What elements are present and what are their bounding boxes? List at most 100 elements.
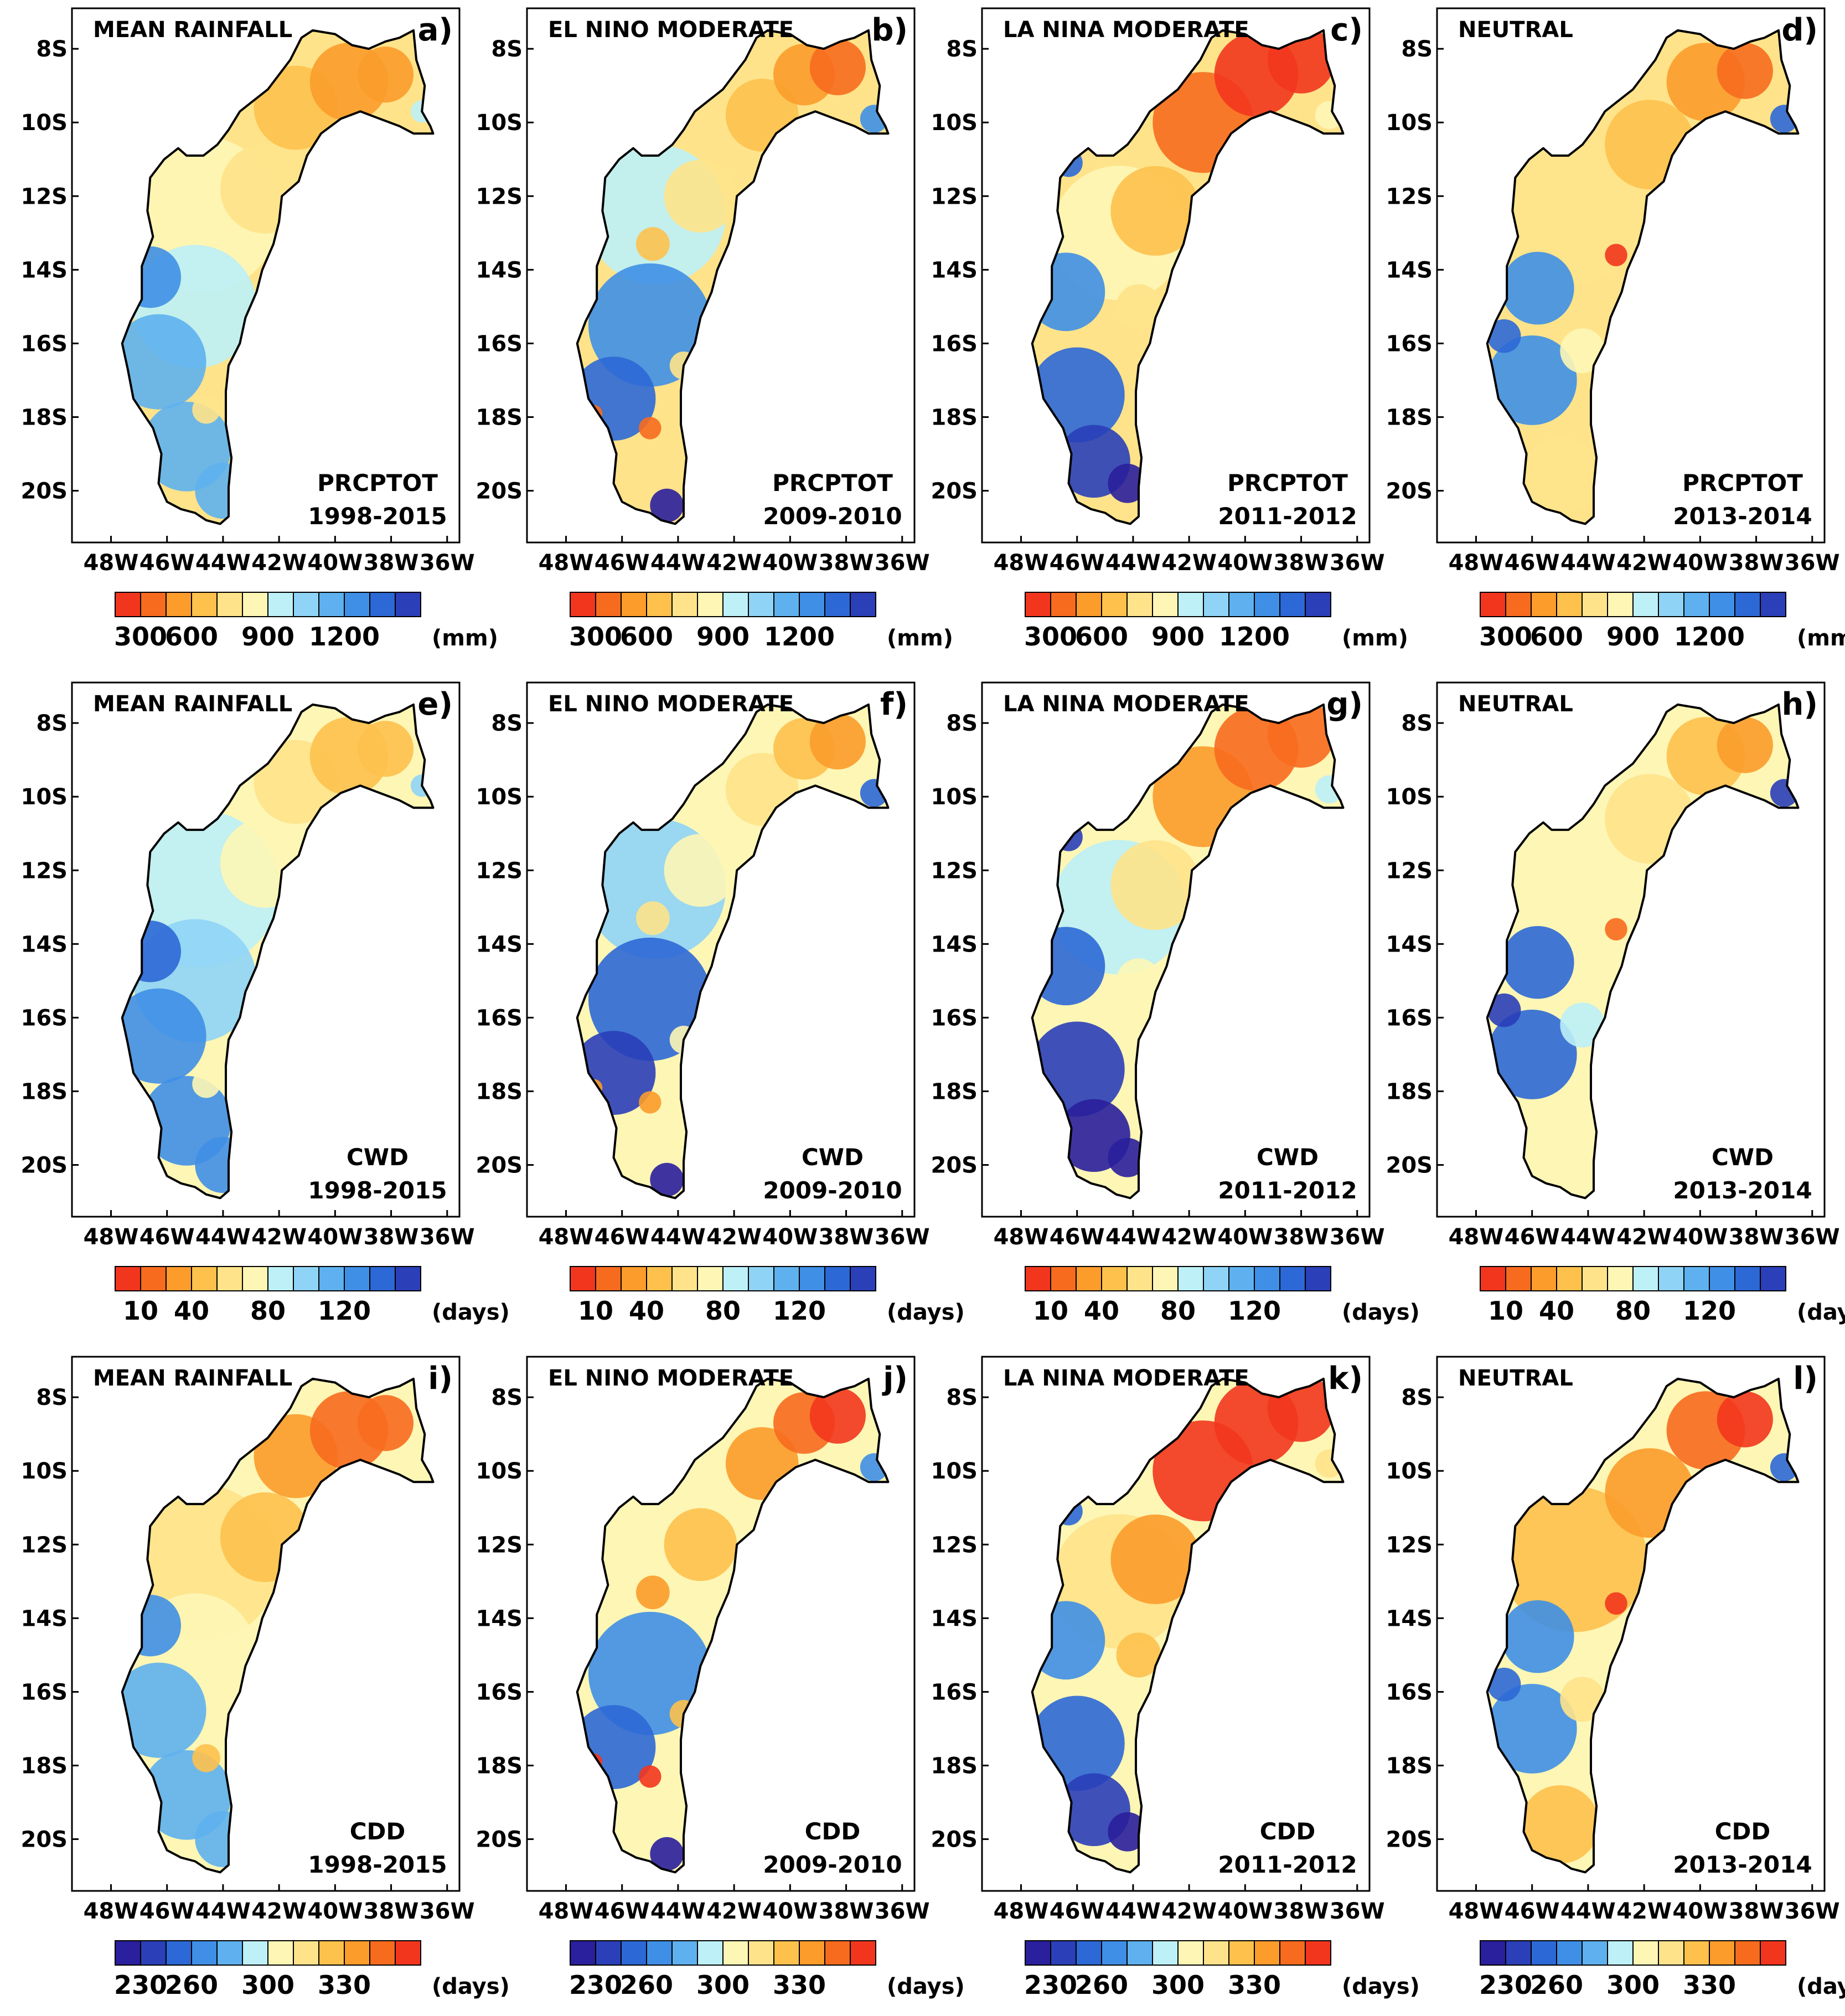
colorbar-swatch (1177, 592, 1204, 617)
field-patch (192, 1744, 220, 1772)
colorbar-swatch (1480, 1266, 1506, 1291)
basin-outline (1486, 703, 1800, 1200)
x-tick-label: 42W (1161, 1224, 1217, 1250)
colorbar-swatch (166, 1940, 192, 1966)
field-patch (1108, 463, 1148, 503)
colorbar-swatch (850, 1940, 876, 1966)
colorbar-swatch (1734, 1266, 1761, 1291)
scenario-title: EL NINO MODERATE (548, 691, 794, 717)
y-tick-label: 18S (476, 1753, 523, 1779)
x-tick-label: 44W (1560, 1899, 1616, 1924)
y-tick-label: 12S (21, 858, 68, 883)
y-tick-label: 10S (1386, 110, 1433, 136)
field-patch (1521, 437, 1600, 515)
index-label: PRCPTOT (1682, 469, 1803, 497)
index-field (1487, 30, 1799, 524)
colorbar-swatch (1305, 1266, 1331, 1291)
y-tick-label: 20S (21, 479, 68, 504)
y-tick-label: 18S (931, 1079, 978, 1104)
colorbar-swatch (722, 592, 749, 617)
panel-letter: j) (882, 1361, 908, 1397)
colorbar-swatch (166, 1266, 192, 1291)
colorbar-tick-label: 300 (569, 622, 622, 652)
x-tick-label: 44W (650, 1899, 706, 1924)
colorbar-swatch (191, 1266, 218, 1291)
x-tick-label: 36W (1785, 1224, 1840, 1250)
colorbar-tick-label: 230 (1479, 1970, 1532, 2000)
x-tick-label: 40W (762, 1899, 818, 1924)
colorbar-unit-label: (days) (887, 1974, 965, 1999)
colorbar-swatch (1760, 592, 1786, 617)
colorbar-swatch (293, 592, 319, 617)
colorbar-tick-label: 80 (1615, 1296, 1651, 1326)
colorbar-swatch (1050, 592, 1077, 617)
colorbar-swatch (242, 1266, 268, 1291)
x-tick-label: 36W (875, 1224, 930, 1250)
y-tick-label: 8S (1401, 711, 1433, 736)
index-label: CWD (1257, 1144, 1319, 1171)
x-tick-label: 46W (1050, 550, 1105, 576)
colorbar-swatch (1531, 592, 1557, 617)
basin-outline (1486, 29, 1800, 525)
field-patch (1487, 993, 1521, 1027)
colorbar-swatch (570, 592, 596, 617)
field-patch (1605, 244, 1627, 266)
colorbar-tick-label: 1200 (1674, 622, 1745, 652)
scenario-title: LA NINA MODERATE (1003, 17, 1249, 43)
x-tick-label: 44W (195, 1899, 251, 1924)
field-patch (636, 227, 670, 261)
x-tick-label: 40W (1217, 1224, 1273, 1250)
x-tick-label: 38W (819, 1899, 874, 1924)
field-patch (1560, 1677, 1605, 1722)
x-tick-label: 46W (595, 550, 650, 576)
period-label: 2009-2010 (763, 503, 902, 530)
colorbar-swatch (595, 1266, 622, 1291)
y-tick-label: 16S (476, 1679, 523, 1705)
y-tick-label: 18S (1386, 1079, 1433, 1104)
colorbar-swatch (115, 1940, 141, 1966)
x-tick-label: 46W (1050, 1224, 1105, 1250)
colorbar-swatch (1582, 1266, 1608, 1291)
x-tick-label: 38W (364, 1899, 419, 1924)
y-tick-label: 14S (21, 1606, 68, 1631)
panel-letter: k) (1328, 1361, 1363, 1397)
y-tick-label: 8S (946, 711, 978, 736)
y-tick-label: 16S (931, 1005, 978, 1031)
y-tick-label: 18S (21, 1079, 68, 1104)
field-patch (1605, 1592, 1627, 1615)
scenario-title: NEUTRAL (1458, 691, 1573, 717)
x-tick-label: 42W (251, 1899, 307, 1924)
colorbar-tick-label: 900 (241, 622, 294, 652)
field-patch (1487, 319, 1521, 353)
colorbar-swatch (1203, 1940, 1229, 1966)
colorbar-cwd: 10 40 80 120 (days) (115, 1266, 510, 1326)
y-tick-label: 8S (36, 37, 68, 62)
colorbar-swatch (799, 592, 825, 617)
colorbar-unit-label: (days) (1342, 1974, 1420, 1999)
field-patch (1487, 1667, 1521, 1702)
scenario-title: MEAN RAINFALL (93, 17, 292, 43)
colorbar-swatch (1228, 592, 1255, 617)
colorbar-swatch (1254, 1940, 1280, 1966)
index-label: PRCPTOT (1227, 469, 1348, 497)
index-field (1487, 704, 1799, 1198)
colorbar-swatch (722, 1266, 749, 1291)
colorbar-tick-label: 330 (318, 1970, 371, 2000)
colorbar-swatch (369, 592, 396, 617)
colorbar-swatch (1305, 592, 1331, 617)
x-tick-label: 40W (1217, 1899, 1273, 1924)
colorbar-swatch (697, 1940, 723, 1966)
y-tick-label: 10S (21, 1459, 68, 1484)
y-tick-label: 18S (21, 405, 68, 430)
panel-letter: g) (1326, 686, 1363, 722)
y-tick-label: 12S (476, 1532, 523, 1558)
colorbar-swatch (140, 1940, 167, 1966)
colorbar-tick-label: 300 (696, 1970, 750, 2000)
panel-letter: l) (1793, 1361, 1818, 1397)
y-tick-label: 8S (36, 711, 68, 736)
colorbar-swatch (1126, 1940, 1153, 1966)
basin-outline (121, 1377, 435, 1874)
field-patch (1717, 717, 1773, 773)
x-tick-label: 42W (1616, 1224, 1672, 1250)
